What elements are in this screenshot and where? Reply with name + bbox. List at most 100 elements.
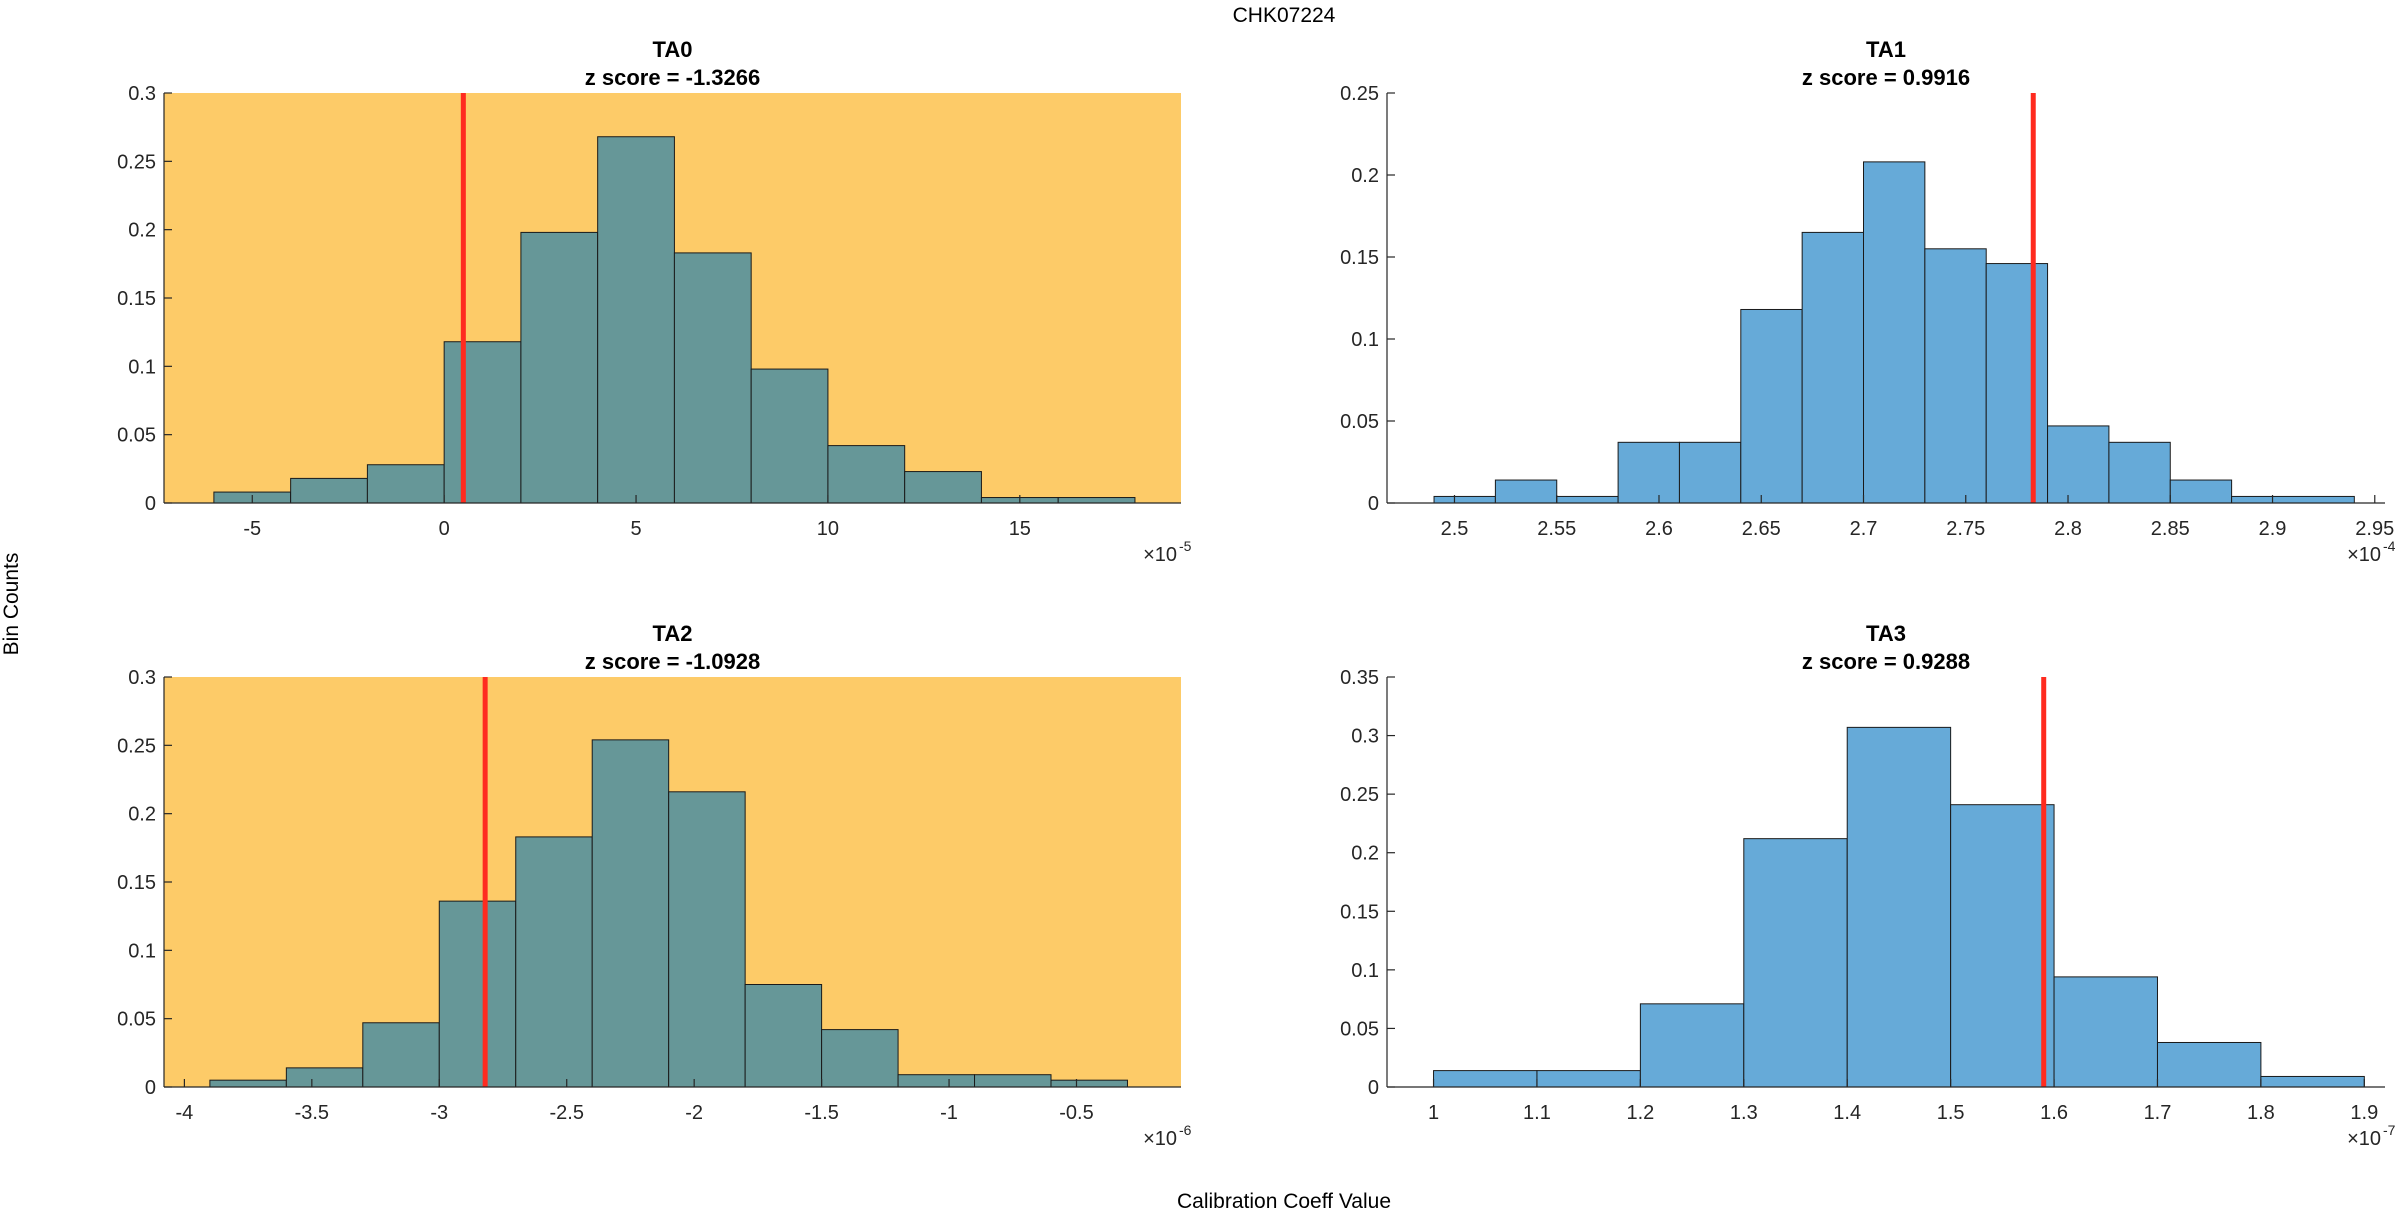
y-tick-label: 0.05 bbox=[117, 425, 156, 447]
x-tick-label: 0 bbox=[439, 518, 450, 540]
histogram-bar bbox=[974, 1074, 1052, 1088]
y-tick-label: 0.2 bbox=[1351, 843, 1379, 865]
y-tick-label: 0 bbox=[1368, 493, 1379, 515]
y-tick-label: 0 bbox=[1368, 1077, 1379, 1099]
x-tick-label: 2.5 bbox=[1441, 518, 1469, 540]
x-tick-label: -4 bbox=[175, 1102, 193, 1124]
histogram-bar bbox=[1985, 263, 2049, 504]
histogram-bar bbox=[515, 836, 593, 1088]
histogram-bar bbox=[1863, 161, 1926, 504]
x-exponent-base: ×10 bbox=[2347, 544, 2381, 566]
histogram-bar bbox=[904, 471, 982, 504]
x-tick-label: 2.7 bbox=[1850, 518, 1878, 540]
x-exponent: -7 bbox=[2383, 1122, 2396, 1138]
subplot-ta0: -5 0 5 10 15 0 0.05 0.1 0.15 0.2 0.25 0.3 TA0 z score… bbox=[117, 37, 1192, 566]
subplot-zscore: z score = -1.3266 bbox=[585, 65, 761, 90]
x-tick-label: 1.6 bbox=[2040, 1102, 2068, 1124]
subplot-ta2: -4 -3.5 -3 -2.5 -2 -1.5 -1 -0.5 0 0.05 0.1 0.15 0.2 0… bbox=[117, 621, 1192, 1150]
x-tick-label: -1.5 bbox=[804, 1102, 838, 1124]
y-tick-label: 0 bbox=[145, 1077, 156, 1099]
subplot-title: TA3 bbox=[1866, 621, 1906, 646]
y-tick-label: 0.1 bbox=[128, 356, 156, 378]
x-tick-label: -3 bbox=[430, 1102, 448, 1124]
y-tick-label: 0.1 bbox=[128, 940, 156, 962]
x-tick-label: 2.95 bbox=[2355, 518, 2394, 540]
y-tick-label: 0.2 bbox=[1351, 165, 1379, 187]
y-tick-label: 0.05 bbox=[1340, 1018, 1379, 1040]
y-tick-label: 0.15 bbox=[117, 288, 156, 310]
histogram-bar bbox=[1536, 1070, 1641, 1088]
y-tick-label: 0 bbox=[145, 493, 156, 515]
histogram-bar bbox=[897, 1074, 976, 1088]
x-tick-label: -0.5 bbox=[1059, 1102, 1093, 1124]
histogram-bar bbox=[1801, 231, 1865, 504]
subplot-ta1: 2.5 2.55 2.6 2.65 2.7 2.75 2.8 2.85 2.9 2.95 0 0.05… bbox=[1340, 37, 2396, 566]
histogram-bar bbox=[1057, 497, 1136, 504]
x-tick-label: 2.9 bbox=[2259, 518, 2287, 540]
histogram-bar bbox=[2260, 1075, 2365, 1088]
histogram-bar bbox=[362, 1022, 440, 1088]
histogram-bar bbox=[1924, 248, 1987, 504]
y-tick-label: 0.15 bbox=[1340, 901, 1379, 923]
y-tick-label: 0.05 bbox=[1340, 411, 1379, 433]
x-exponent: -5 bbox=[1179, 538, 1192, 554]
histogram-bar bbox=[1743, 838, 1848, 1088]
histogram-bar bbox=[821, 1029, 899, 1088]
x-tick-label: 2.85 bbox=[2151, 518, 2190, 540]
x-tick-label: 2.8 bbox=[2054, 518, 2082, 540]
x-tick-label: 5 bbox=[630, 518, 641, 540]
histogram-bar bbox=[1433, 1070, 1538, 1088]
histogram-bar bbox=[366, 464, 445, 504]
histogram-bar bbox=[2272, 495, 2355, 504]
histogram-bar bbox=[597, 136, 675, 504]
histogram-bar bbox=[443, 341, 522, 504]
histogram-bar bbox=[750, 368, 829, 504]
x-exponent-base: ×10 bbox=[1143, 544, 1177, 566]
histogram-bar bbox=[285, 1067, 364, 1088]
subplot-zscore: z score = -1.0928 bbox=[585, 649, 761, 674]
x-exponent: -4 bbox=[2383, 538, 2396, 554]
y-tick-label: 0.15 bbox=[1340, 247, 1379, 269]
y-tick-label: 0.1 bbox=[1351, 960, 1379, 982]
x-tick-label: 1.9 bbox=[2350, 1102, 2378, 1124]
histogram-bar bbox=[1556, 495, 1619, 504]
histogram-bar bbox=[591, 739, 670, 1088]
y-tick-label: 0.3 bbox=[1351, 726, 1379, 748]
x-tick-label: 2.6 bbox=[1645, 518, 1673, 540]
histogram-bar bbox=[1740, 308, 1803, 504]
x-tick-label: 2.75 bbox=[1946, 518, 1985, 540]
histogram-bar bbox=[1678, 441, 1742, 504]
histogram-bar bbox=[1950, 804, 2055, 1088]
x-tick-label: 1.3 bbox=[1730, 1102, 1758, 1124]
histogram-bar bbox=[1453, 495, 1496, 504]
y-tick-label: 0.1 bbox=[1351, 329, 1379, 351]
histogram-bar bbox=[1433, 495, 1455, 504]
histogram-bar bbox=[290, 477, 368, 504]
subplot-title: TA2 bbox=[653, 621, 693, 646]
x-tick-label: -5 bbox=[243, 518, 261, 540]
x-tick-label: 1.5 bbox=[1937, 1102, 1965, 1124]
histogram-bar bbox=[2156, 1041, 2262, 1088]
x-tick-label: 1.4 bbox=[1833, 1102, 1861, 1124]
y-tick-label: 0.25 bbox=[1340, 83, 1379, 105]
y-tick-label: 0.2 bbox=[128, 220, 156, 242]
y-tick-label: 0.25 bbox=[117, 151, 156, 173]
x-tick-label: 1.8 bbox=[2247, 1102, 2275, 1124]
x-tick-label: 2.55 bbox=[1537, 518, 1576, 540]
histogram-bar bbox=[2231, 495, 2274, 504]
y-tick-label: 0.2 bbox=[128, 804, 156, 826]
y-tick-label: 0.15 bbox=[117, 872, 156, 894]
subplot-zscore: z score = 0.9288 bbox=[1802, 649, 1970, 674]
y-tick-label: 0.25 bbox=[117, 735, 156, 757]
x-tick-label: -2.5 bbox=[549, 1102, 583, 1124]
histogram-bar bbox=[827, 445, 906, 504]
subplot-title: TA1 bbox=[1866, 37, 1906, 62]
x-tick-label: 10 bbox=[817, 518, 839, 540]
x-tick-label: 1.2 bbox=[1626, 1102, 1654, 1124]
figure-xlabel: Calibration Coeff Value bbox=[1177, 1190, 1391, 1210]
x-exponent-base: ×10 bbox=[1143, 1128, 1177, 1150]
x-tick-label: 1.1 bbox=[1523, 1102, 1551, 1124]
histogram-bar bbox=[1494, 479, 1558, 504]
